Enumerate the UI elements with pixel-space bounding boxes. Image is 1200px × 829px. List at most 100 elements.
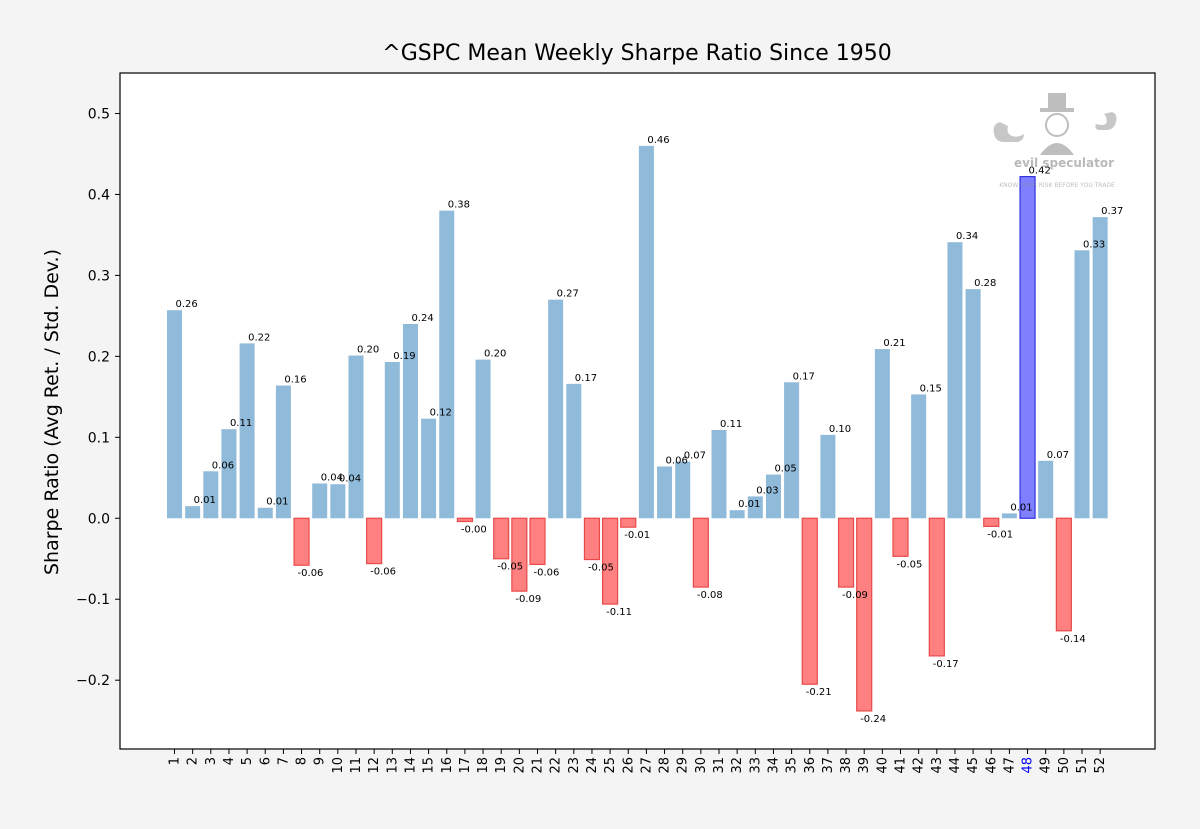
- bar-week-34: [765, 474, 781, 519]
- value-label-week-10: 0.04: [339, 473, 361, 484]
- value-label-week-15: 0.12: [430, 408, 452, 419]
- x-tick-label-10: 10: [331, 757, 346, 774]
- value-label-week-24: -0.05: [588, 563, 614, 574]
- bar-week-26: [620, 517, 637, 528]
- value-label-week-28: 0.06: [666, 455, 688, 466]
- x-tick-label-38: 38: [839, 757, 854, 774]
- x-tick-label-28: 28: [658, 757, 673, 774]
- x-tick-label-37: 37: [821, 757, 836, 774]
- bar-week-27: [638, 145, 654, 519]
- x-tick-label-41: 41: [894, 757, 909, 774]
- bar-week-29: [675, 461, 691, 519]
- bar-week-11: [348, 355, 364, 519]
- x-tick-label-46: 46: [984, 757, 999, 774]
- x-tick-label-12: 12: [367, 757, 382, 774]
- value-label-week-7: 0.16: [284, 374, 306, 385]
- bar-week-19: [493, 517, 510, 560]
- bar-week-33: [747, 496, 763, 519]
- value-label-week-37: 0.10: [829, 424, 851, 435]
- bar-week-37: [820, 434, 836, 519]
- x-tick-label-34: 34: [766, 757, 781, 774]
- bar-week-18: [475, 359, 491, 519]
- x-axis: 1 2 3 4 5 6 7 8 9 10 11 12 13 14 15 16 17 18 19 20 21 22 23 24 2…: [168, 749, 1108, 774]
- watermark-brand: evil speculator: [1014, 156, 1114, 170]
- bar-week-52: [1092, 217, 1108, 519]
- bar-week-43: [928, 517, 945, 657]
- x-tick-label-13: 13: [385, 757, 400, 774]
- y-tick-label: −0.1: [76, 592, 110, 608]
- value-label-week-26: -0.01: [624, 530, 650, 541]
- x-tick-label-44: 44: [948, 757, 963, 774]
- value-label-week-44: 0.34: [956, 231, 978, 242]
- value-label-week-9: 0.04: [321, 472, 343, 483]
- bar-week-14: [402, 323, 418, 519]
- value-label-week-35: 0.17: [793, 371, 815, 382]
- x-tick-label-48: 48: [1021, 757, 1036, 774]
- x-tick-label-23: 23: [567, 757, 582, 774]
- x-tick-label-25: 25: [603, 757, 618, 774]
- x-tick-label-8: 8: [295, 757, 310, 765]
- value-label-week-46: -0.01: [987, 529, 1013, 540]
- x-tick-label-47: 47: [1002, 757, 1017, 774]
- value-label-week-48: 0.42: [1029, 166, 1051, 177]
- bar-week-5: [239, 343, 255, 519]
- x-tick-label-27: 27: [639, 757, 654, 774]
- x-tick-label-21: 21: [531, 757, 546, 774]
- value-label-week-52: 0.37: [1101, 206, 1123, 217]
- bar-week-40: [874, 349, 890, 519]
- value-label-week-23: 0.17: [575, 373, 597, 384]
- bar-week-6: [257, 507, 273, 519]
- x-tick-label-36: 36: [803, 757, 818, 774]
- value-labels-layer: 0.260.010.060.110.220.010.16-0.060.040.0…: [176, 135, 1124, 725]
- value-label-week-17: -0.00: [461, 525, 487, 536]
- bar-week-2: [185, 506, 201, 519]
- x-tick-label-1: 1: [168, 757, 183, 765]
- bar-week-21: [529, 517, 546, 566]
- x-tick-label-16: 16: [440, 757, 455, 774]
- bar-week-15: [421, 418, 437, 519]
- x-tick-label-32: 32: [730, 757, 745, 774]
- x-tick-label-20: 20: [512, 757, 527, 774]
- bar-week-7: [275, 385, 291, 519]
- x-tick-label-2: 2: [186, 757, 201, 765]
- x-tick-label-31: 31: [712, 757, 727, 774]
- bar-week-50: [1055, 517, 1072, 632]
- bar-week-39: [856, 517, 873, 712]
- bar-week-32: [729, 510, 745, 519]
- y-axis-label: Sharpe Ratio (Avg Ret. / Std. Dev.): [41, 249, 63, 575]
- value-label-week-41: -0.05: [897, 559, 923, 570]
- bar-week-48: [1019, 176, 1036, 519]
- value-label-week-18: 0.20: [484, 349, 506, 360]
- value-label-week-21: -0.06: [534, 567, 560, 578]
- value-label-week-16: 0.38: [448, 200, 470, 211]
- y-axis: −0.2 −0.1 0.0 0.1 0.2 0.3 0.4 0.5: [76, 106, 120, 689]
- x-tick-label-5: 5: [240, 757, 255, 765]
- value-label-week-29: 0.07: [684, 451, 706, 462]
- bar-week-20: [511, 517, 528, 592]
- x-tick-label-42: 42: [912, 757, 927, 774]
- value-label-week-47: 0.01: [1010, 502, 1032, 513]
- bar-week-31: [711, 430, 727, 519]
- value-label-week-33: 0.03: [756, 485, 778, 496]
- bar-week-51: [1074, 250, 1090, 519]
- plot-frame: [119, 72, 1156, 750]
- value-label-week-36: -0.21: [806, 687, 832, 698]
- bar-week-10: [330, 484, 346, 519]
- value-label-week-13: 0.19: [393, 351, 415, 362]
- bar-week-47: [1001, 513, 1017, 519]
- bar-week-3: [203, 471, 219, 519]
- y-tick-label: −0.2: [76, 673, 110, 689]
- x-tick-label-50: 50: [1057, 757, 1072, 774]
- bar-week-22: [548, 299, 564, 519]
- value-label-week-43: -0.17: [933, 659, 959, 670]
- value-label-week-51: 0.33: [1083, 239, 1105, 250]
- value-label-week-49: 0.07: [1047, 450, 1069, 461]
- bar-week-12: [366, 517, 383, 565]
- bar-week-41: [892, 517, 909, 557]
- y-tick-label: 0.3: [88, 268, 110, 284]
- bar-week-9: [312, 483, 328, 519]
- value-label-week-5: 0.22: [248, 332, 270, 343]
- bar-week-17: [456, 517, 473, 523]
- x-tick-label-24: 24: [585, 757, 600, 774]
